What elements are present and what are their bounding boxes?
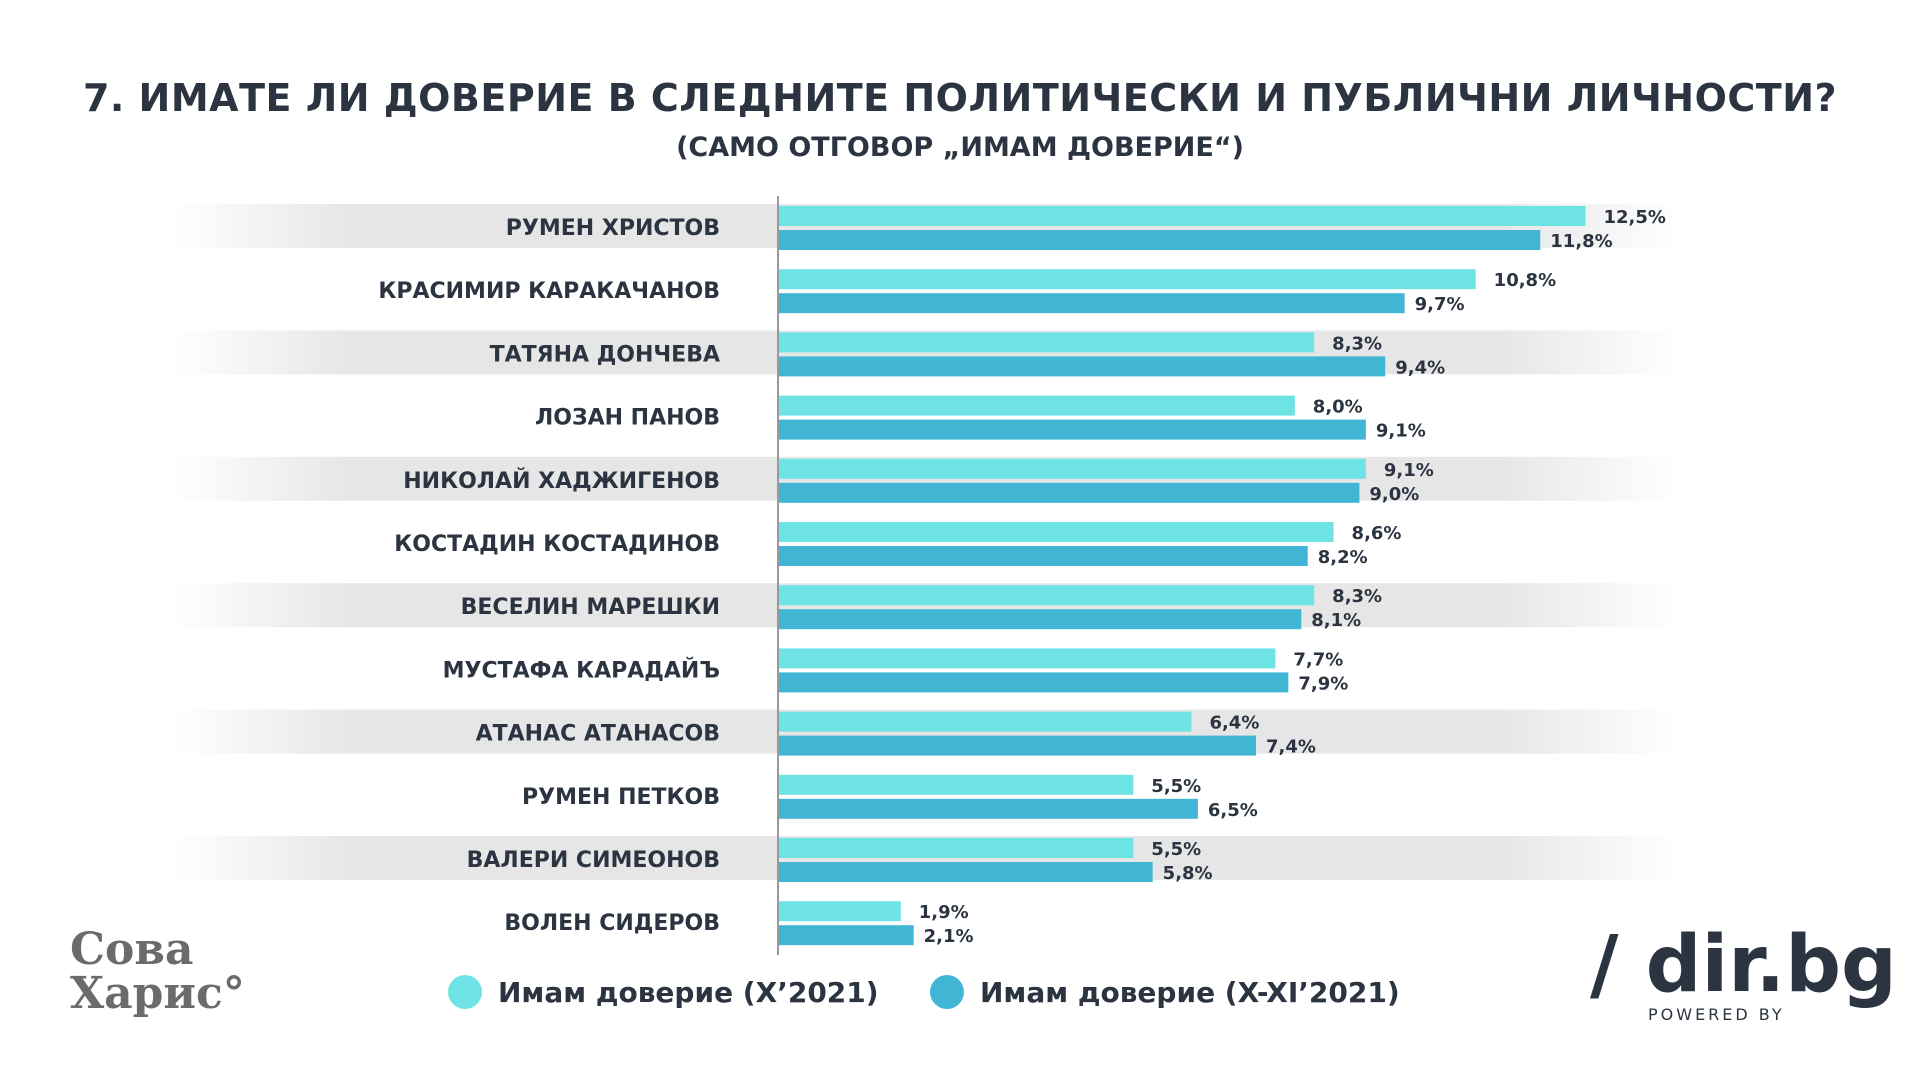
bar-series2 (778, 798, 1198, 819)
data-label: 8,1% (1311, 610, 1361, 631)
bar-series1 (778, 332, 1315, 353)
data-label: 12,5% (1604, 207, 1666, 228)
bar-series2 (778, 925, 914, 946)
bar-series1 (778, 269, 1476, 290)
data-label: 8,3% (1332, 333, 1382, 354)
bar-series1 (778, 711, 1192, 732)
bar-series2 (778, 419, 1366, 440)
bar-series2 (778, 482, 1360, 503)
bar-series1 (778, 458, 1366, 479)
bar-series1 (778, 522, 1334, 542)
category-label: АТАНАС АТАНАСОВ (476, 722, 720, 747)
data-label: 8,2% (1318, 547, 1368, 568)
category-label: ВЕСЕЛИН МАРЕШКИ (461, 595, 720, 620)
data-label: 7,9% (1298, 673, 1348, 694)
legend-item-series2: Имам доверие (X-XI’2021) (930, 975, 1400, 1009)
category-label: ТАТЯНА ДОНЧЕВА (490, 342, 720, 367)
category-label: КРАСИМИР КАРАКАЧАНОВ (378, 279, 720, 304)
data-label: 6,4% (1209, 713, 1259, 734)
bar-series2 (778, 672, 1289, 693)
bar-series1 (778, 838, 1134, 858)
bar-series1 (778, 648, 1276, 669)
chart-title: 7. ИМАТЕ ЛИ ДОВЕРИЕ В СЛЕДНИТЕ ПОЛИТИЧЕС… (82, 76, 1838, 120)
bar-series2 (778, 356, 1386, 377)
bar-series2 (778, 230, 1541, 250)
category-label: ЛОЗАН ПАНОВ (535, 406, 720, 431)
bar-series1 (778, 774, 1134, 795)
category-label: НИКОЛАЙ ХАДЖИГЕНОВ (403, 468, 720, 494)
legend-swatch (448, 975, 482, 1009)
legend-swatch (930, 975, 964, 1009)
sova-haris-logo: Сова Харис° (70, 924, 245, 1019)
category-label: КОСТАДИН КОСТАДИНОВ (394, 532, 720, 557)
bar-series1 (778, 206, 1586, 226)
data-label: 9,1% (1384, 460, 1434, 481)
category-label: ВАЛЕРИ СИМЕОНОВ (467, 848, 720, 873)
bar-series2 (778, 609, 1302, 630)
data-label: 5,5% (1151, 776, 1201, 797)
data-label: 9,4% (1395, 357, 1445, 378)
data-label: 11,8% (1550, 231, 1612, 252)
bar-series2 (778, 735, 1257, 756)
data-label: 1,9% (919, 902, 969, 923)
data-label: 6,5% (1208, 800, 1258, 821)
data-label: 8,3% (1332, 586, 1382, 607)
bar-series2 (778, 546, 1308, 566)
bar-series2 (778, 862, 1153, 882)
category-label: ВОЛЕН СИДЕРОВ (504, 911, 720, 936)
data-label: 9,0% (1369, 484, 1419, 505)
legend-label: Имам доверие (X-XI’2021) (980, 975, 1400, 1009)
legend-label: Имам доверие (X’2021) (498, 975, 879, 1009)
bar-series1 (778, 585, 1315, 606)
data-label: 10,8% (1494, 270, 1556, 291)
data-label: 8,0% (1313, 397, 1363, 418)
powered-by-text: POWERED BY (1648, 1005, 1785, 1024)
data-label: 9,1% (1376, 421, 1426, 442)
dir-bg-logo: / dir.bg (1590, 920, 1897, 1010)
data-label: 5,5% (1151, 839, 1201, 860)
data-label: 9,7% (1415, 294, 1465, 315)
data-label: 5,8% (1163, 863, 1213, 884)
bar-series1 (778, 395, 1295, 416)
data-label: 2,1% (924, 926, 974, 947)
bar-series2 (778, 293, 1405, 314)
bar-chart: РУМЕН ХРИСТОВ 12,5% 11,8% КРАСИМИР КАРАКАЧА… (171, 196, 1678, 955)
legend-item-series1: Имам доверие (X’2021) (448, 975, 879, 1009)
category-label: МУСТАФА КАРАДАЙЪ (443, 657, 720, 683)
data-label: 7,4% (1266, 737, 1316, 758)
data-label: 7,7% (1293, 649, 1343, 670)
chart-subtitle: (САМО ОТГОВОР „ИМАМ ДОВЕРИЕ“) (676, 132, 1244, 163)
bar-series1 (778, 901, 901, 922)
data-label: 8,6% (1352, 523, 1402, 544)
category-label: РУМЕН ХРИСТОВ (506, 216, 720, 241)
category-label: РУМЕН ПЕТКОВ (522, 785, 720, 810)
